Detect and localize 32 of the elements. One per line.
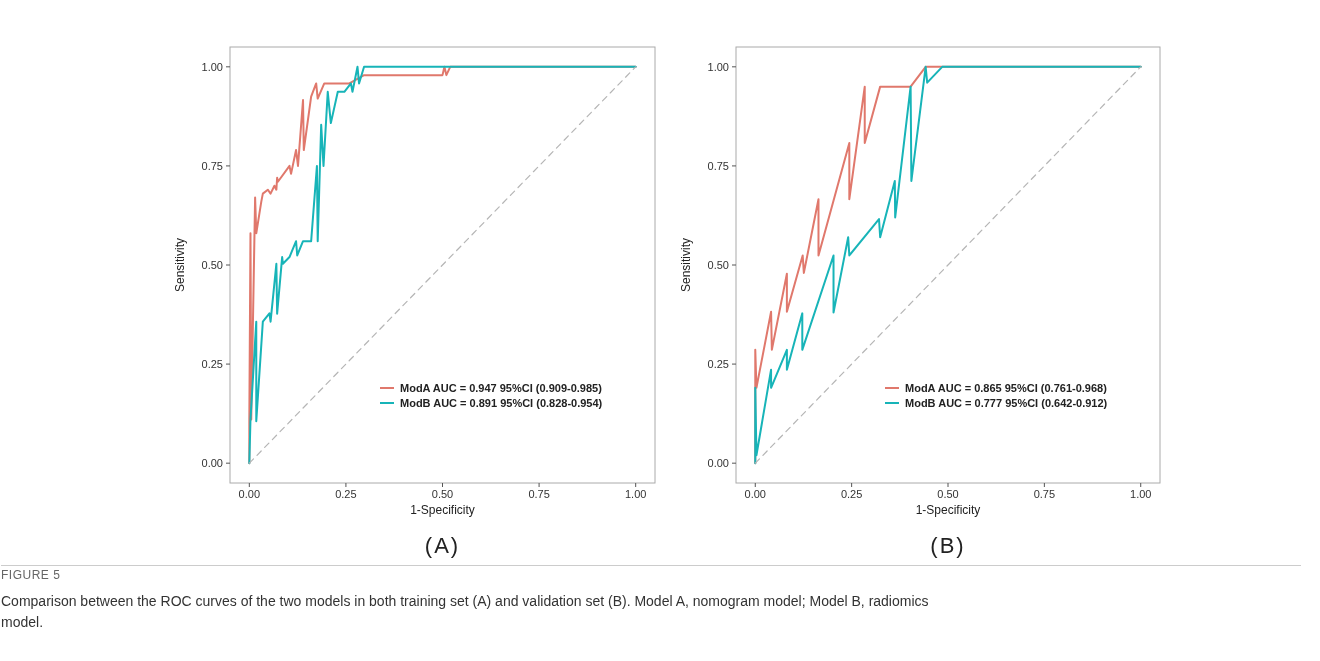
y-tick-label: 0.50: [201, 259, 223, 271]
text: (B): [930, 533, 966, 558]
y-tick-label: 0.50: [707, 259, 729, 271]
x-axis-title: 1-Specificity: [915, 503, 981, 517]
y-tick-label: 0.25: [201, 358, 223, 371]
y-tick-label: 0.75: [201, 159, 223, 172]
legend-label: ModA AUC = 0.865 95%CI (0.761-0.968): [905, 382, 1108, 394]
x-tick-label: 0.75: [528, 488, 550, 500]
x-tick-label: 0.25: [335, 488, 357, 500]
x-tick-label: 0.00: [744, 488, 766, 500]
legend-label: ModA AUC = 0.947 95%CI (0.909-0.985): [400, 382, 603, 394]
x-axis-title: 1-Specificity: [410, 503, 475, 517]
x-tick-label: 1.00: [1130, 488, 1152, 500]
y-tick-label: 0.00: [707, 457, 729, 470]
legend-label: ModB AUC = 0.891 95%CI (0.828-0.954): [400, 397, 603, 409]
caption: FIGURE 5: [1, 568, 62, 582]
x-tick-label: 0.00: [238, 488, 261, 500]
y-tick-label: 1.00: [201, 60, 223, 73]
y-tick-label: 0.25: [707, 358, 729, 371]
legend-label: ModB AUC = 0.777 95%CI (0.642-0.912): [905, 397, 1108, 409]
y-tick-label: 1.00: [707, 60, 729, 73]
x-tick-label: 0.50: [431, 488, 454, 500]
x-tick-label: 1.00: [624, 488, 647, 500]
y-axis-title: Sensitivity: [679, 237, 693, 293]
x-tick-label: 0.25: [840, 488, 863, 500]
y-axis-title: Sensitivity: [173, 237, 187, 293]
text: Comparison between the ROC curves of the two models in both training set (A) and validation set (B). Model A, nomogram model; Model B, radiomics model.: [1, 592, 930, 632]
text: (A): [424, 533, 461, 558]
y-tick-label: 0.00: [201, 457, 223, 470]
x-tick-label: 0.75: [1033, 488, 1056, 500]
x-tick-label: 0.50: [937, 488, 959, 500]
y-tick-label: 0.75: [707, 159, 729, 172]
